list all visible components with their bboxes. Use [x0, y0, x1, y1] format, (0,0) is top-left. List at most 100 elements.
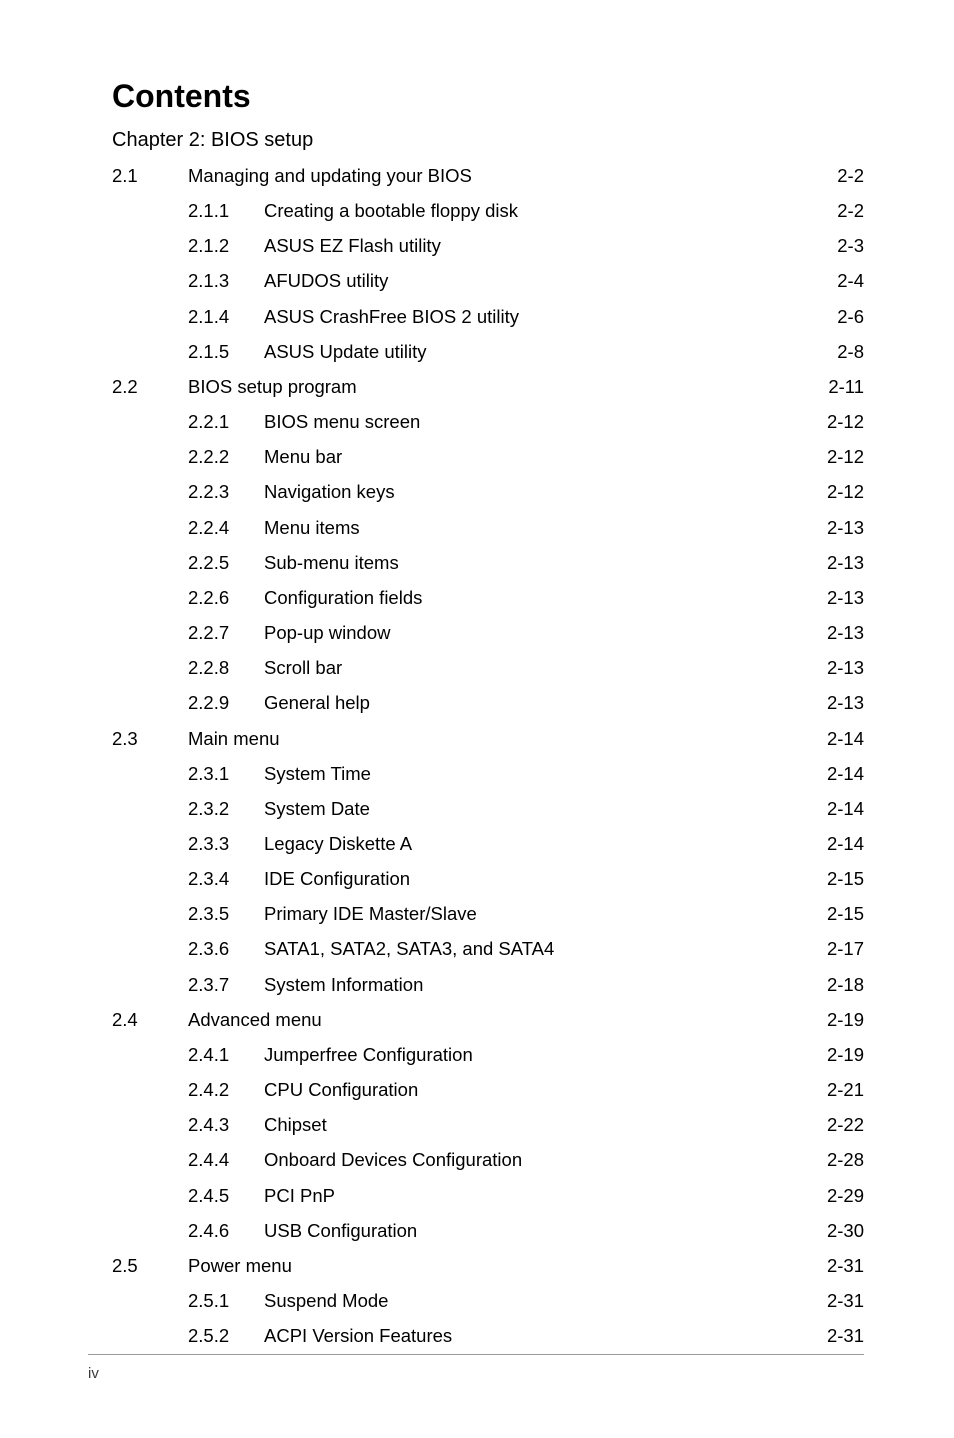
toc-page: 2-14	[812, 832, 864, 857]
toc-label: Legacy Diskette A	[264, 832, 412, 857]
toc-row: 2.4.4Onboard Devices Configuration 2-28	[112, 1148, 864, 1173]
toc-label: System Information	[264, 973, 423, 998]
toc-row: 2.3.3Legacy Diskette A 2-14	[112, 832, 864, 857]
toc-label: Configuration fields	[264, 586, 422, 611]
toc-row: 2.2.8Scroll bar2-13	[112, 656, 864, 681]
toc-row: 2.4Advanced menu2-19	[112, 1008, 864, 1033]
toc-page: 2-2	[812, 164, 864, 189]
toc-row: 2.4.2CPU Configuration 2-21	[112, 1078, 864, 1103]
toc-number: 2.4.2	[188, 1078, 264, 1103]
toc-label: Menu items	[264, 516, 360, 541]
toc-row: 2.2.7Pop-up window 2-13	[112, 621, 864, 646]
toc-page: 2-14	[812, 797, 864, 822]
toc-page: 2-2	[812, 199, 864, 224]
toc-page: 2-19	[812, 1008, 864, 1033]
toc-page: 2-13	[812, 691, 864, 716]
toc-row: 2.5Power menu2-31	[112, 1254, 864, 1279]
toc-page: 2-13	[812, 551, 864, 576]
toc-page: 2-15	[812, 867, 864, 892]
toc-number: 2.3.1	[188, 762, 264, 787]
toc-number: 2.1.3	[188, 269, 264, 294]
toc-row: 2.2BIOS setup program2-11	[112, 375, 864, 400]
toc-number: 2.3	[112, 727, 188, 752]
toc-label: Creating a bootable floppy disk	[264, 199, 518, 224]
toc-number: 2.2.7	[188, 621, 264, 646]
toc-number: 2.2.5	[188, 551, 264, 576]
toc-row: 2.3Main menu2-14	[112, 727, 864, 752]
toc-label: Sub-menu items	[264, 551, 399, 576]
toc-page: 2-8	[812, 340, 864, 365]
toc-row: 2.3.2System Date2-14	[112, 797, 864, 822]
toc-number: 2.4.1	[188, 1043, 264, 1068]
toc-row: 2.3.7System Information2-18	[112, 973, 864, 998]
chapter-heading: Chapter 2: BIOS setup	[112, 129, 864, 152]
toc-row: 2.2.1BIOS menu screen2-12	[112, 410, 864, 435]
toc-page: 2-17	[812, 937, 864, 962]
toc-number: 2.4.6	[188, 1219, 264, 1244]
toc-number: 2.2.2	[188, 445, 264, 470]
toc-page: 2-31	[812, 1324, 864, 1349]
toc-label: ASUS CrashFree BIOS 2 utility	[264, 305, 519, 330]
toc-label: PCI PnP	[264, 1184, 335, 1209]
toc-page: 2-13	[812, 621, 864, 646]
toc-row: 2.2.4Menu items2-13	[112, 516, 864, 541]
toc-page: 2-12	[812, 480, 864, 505]
table-of-contents: 2.1Managing and updating your BIOS2-2 2.1…	[112, 164, 864, 1349]
toc-number: 2.5	[112, 1254, 188, 1279]
toc-row: 2.2.9General help2-13	[112, 691, 864, 716]
toc-label: CPU Configuration	[264, 1078, 418, 1103]
toc-number: 2.5.1	[188, 1289, 264, 1314]
toc-label: Main menu	[188, 727, 280, 752]
toc-number: 2.1.4	[188, 305, 264, 330]
toc-number: 2.3.5	[188, 902, 264, 927]
toc-label: Suspend Mode	[264, 1289, 388, 1314]
toc-number: 2.4.3	[188, 1113, 264, 1138]
toc-row: 2.1.3AFUDOS utility 2-4	[112, 269, 864, 294]
toc-row: 2.5.2ACPI Version Features2-31	[112, 1324, 864, 1349]
toc-label: Onboard Devices Configuration	[264, 1148, 522, 1173]
toc-row: 2.1Managing and updating your BIOS2-2	[112, 164, 864, 189]
toc-label: Pop-up window	[264, 621, 391, 646]
toc-row: 2.4.3Chipset2-22	[112, 1113, 864, 1138]
toc-label: Scroll bar	[264, 656, 342, 681]
toc-page: 2-21	[812, 1078, 864, 1103]
toc-label: AFUDOS utility	[264, 269, 388, 294]
toc-row: 2.2.3Navigation keys2-12	[112, 480, 864, 505]
toc-row: 2.3.1System Time2-14	[112, 762, 864, 787]
toc-row: 2.1.2ASUS EZ Flash utility2-3	[112, 234, 864, 259]
toc-page: 2-6	[812, 305, 864, 330]
toc-page: 2-4	[812, 269, 864, 294]
toc-row: 2.2.2Menu bar2-12	[112, 445, 864, 470]
toc-number: 2.2.6	[188, 586, 264, 611]
toc-row: 2.4.5PCI PnP 2-29	[112, 1184, 864, 1209]
toc-number: 2.3.4	[188, 867, 264, 892]
toc-label: Primary IDE Master/Slave	[264, 902, 477, 927]
page-title: Contents	[112, 78, 864, 115]
toc-number: 2.4.5	[188, 1184, 264, 1209]
toc-page: 2-11	[812, 375, 864, 400]
toc-number: 2.2.3	[188, 480, 264, 505]
toc-page: 2-12	[812, 410, 864, 435]
toc-number: 2.1.5	[188, 340, 264, 365]
toc-number: 2.4.4	[188, 1148, 264, 1173]
toc-label: System Date	[264, 797, 370, 822]
toc-page: 2-29	[812, 1184, 864, 1209]
toc-row: 2.3.6SATA1, SATA2, SATA3, and SATA42-17	[112, 937, 864, 962]
toc-row: 2.3.4IDE Configuration2-15	[112, 867, 864, 892]
toc-number: 2.4	[112, 1008, 188, 1033]
toc-page: 2-13	[812, 656, 864, 681]
toc-row: 2.2.5Sub-menu items 2-13	[112, 551, 864, 576]
toc-label: BIOS menu screen	[264, 410, 420, 435]
toc-number: 2.2.9	[188, 691, 264, 716]
toc-page: 2-13	[812, 586, 864, 611]
toc-label: Jumperfree Configuration	[264, 1043, 473, 1068]
footer-rule	[88, 1354, 864, 1355]
toc-label: Chipset	[264, 1113, 327, 1138]
toc-page: 2-12	[812, 445, 864, 470]
toc-number: 2.1.1	[188, 199, 264, 224]
toc-number: 2.1.2	[188, 234, 264, 259]
toc-page: 2-28	[812, 1148, 864, 1173]
toc-label: Power menu	[188, 1254, 292, 1279]
toc-page: 2-3	[812, 234, 864, 259]
toc-label: System Time	[264, 762, 371, 787]
